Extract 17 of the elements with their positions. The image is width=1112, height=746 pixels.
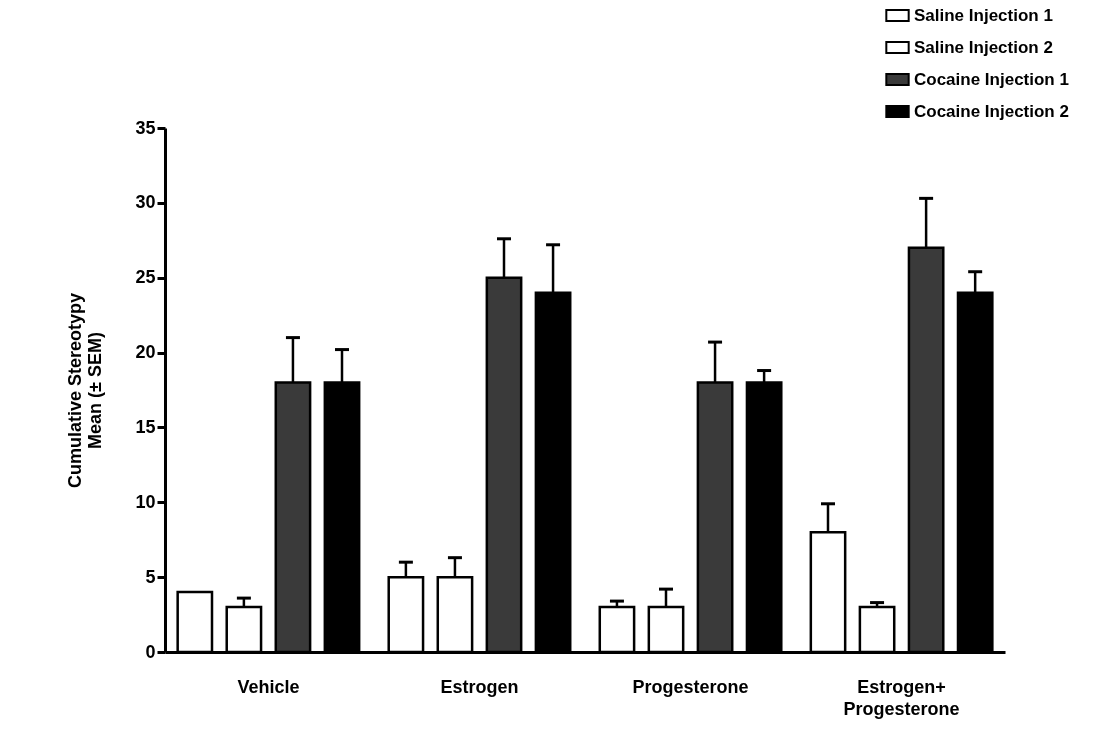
y-tick-label: 35	[135, 117, 156, 138]
x-tick-label: Progesterone	[632, 676, 749, 697]
y-tick-label: 5	[145, 566, 156, 587]
y-tick-label: 10	[135, 491, 156, 512]
legend-label: Saline Injection 2	[914, 37, 1053, 57]
y-axis-title: Cumulative Stereotypy Mean (± SEM)	[65, 292, 106, 489]
y-tick-label: 20	[135, 342, 156, 363]
legend-label: Cocaine Injection 2	[914, 101, 1069, 121]
y-tick-label: 15	[135, 416, 156, 437]
y-tick-label: 25	[135, 267, 156, 288]
x-tick-label: Vehicle	[237, 676, 300, 697]
x-tick-label: Estrogen	[440, 676, 519, 697]
y-tick-label: 0	[145, 641, 156, 662]
legend-label: Cocaine Injection 1	[914, 69, 1069, 89]
y-tick-label: 30	[135, 192, 156, 213]
x-tick-label: Estrogen+ Progesterone	[843, 676, 960, 719]
legend-label: Saline Injection 1	[914, 5, 1053, 25]
